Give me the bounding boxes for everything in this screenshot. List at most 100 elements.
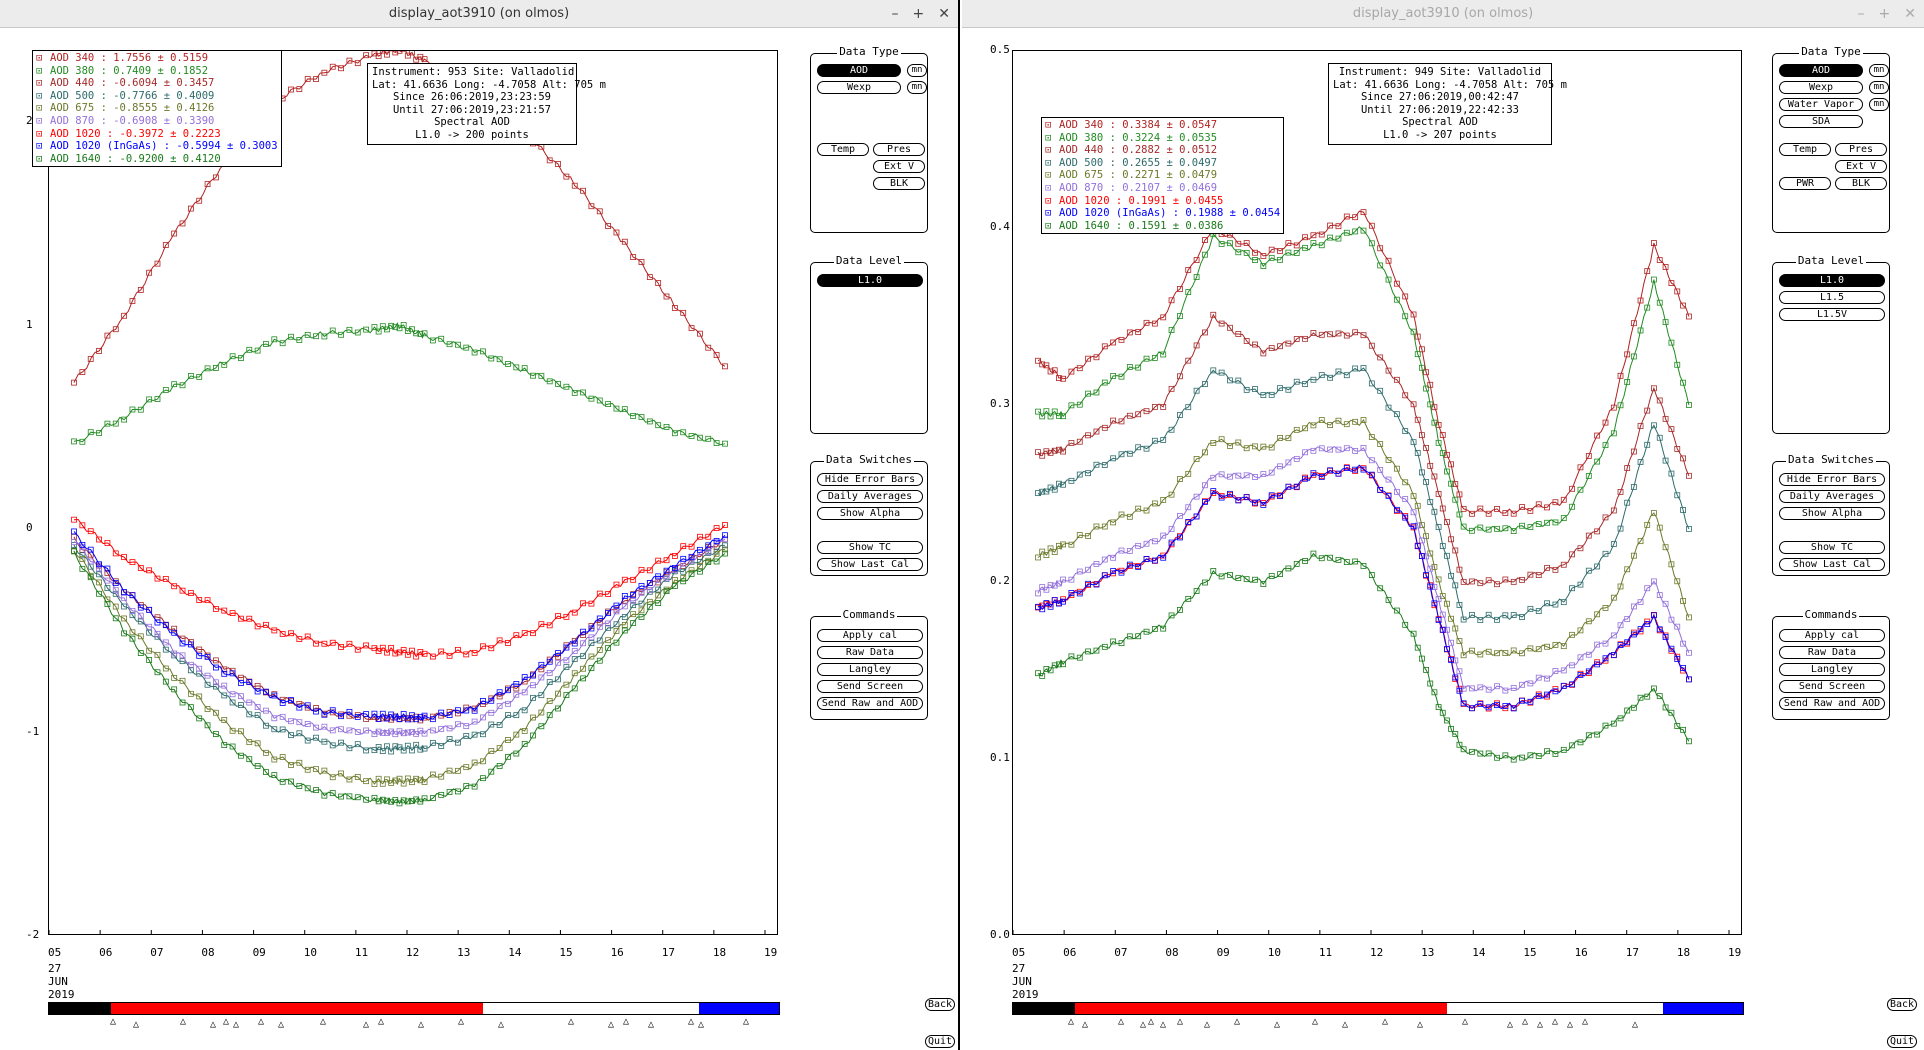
legend-entry: ⊡ AOD 1020 (InGaAs) : -0.5994 ± 0.3003 [36, 140, 278, 153]
close-icon[interactable]: ✕ [1904, 6, 1916, 22]
data-point [1277, 343, 1283, 350]
data-point [1414, 522, 1421, 529]
commands-button[interactable]: Langley [817, 663, 923, 676]
data-point [1060, 541, 1066, 548]
data-point [1126, 364, 1133, 370]
back-button[interactable]: Back [1887, 998, 1917, 1011]
back-button[interactable]: Back [925, 998, 955, 1011]
data-point [1252, 474, 1258, 480]
legend-label: AOD 870 : 0.2107 ± 0.0469 [1059, 181, 1218, 194]
data-type-button[interactable]: AOD [1779, 64, 1863, 77]
data-point [1460, 616, 1467, 623]
right-plot-area[interactable] [1012, 50, 1742, 935]
maximize-icon[interactable]: + [912, 6, 925, 22]
data-switches-button[interactable]: Hide Error Bars [817, 473, 923, 486]
minimize-icon[interactable]: – [1857, 6, 1865, 22]
commands-button[interactable]: Langley [1779, 663, 1885, 676]
data-point [1610, 404, 1617, 411]
data-switches-button[interactable]: Daily Averages [817, 490, 923, 503]
data-level-button[interactable]: L1.0 [817, 274, 923, 287]
data-type-button[interactable]: Temp [817, 143, 869, 156]
data-point [1343, 465, 1350, 472]
data-point [1126, 329, 1133, 336]
data-point [429, 795, 436, 801]
data-point [1110, 554, 1117, 561]
data-point [1686, 738, 1692, 745]
commands-button[interactable]: Send Raw and AOD [1779, 697, 1885, 710]
data-switches-button[interactable]: Show Last Cal [1779, 558, 1885, 571]
quit-button[interactable]: Quit [925, 1035, 955, 1048]
data-point [121, 630, 128, 637]
data-point [129, 629, 136, 636]
commands-button[interactable]: Raw Data [817, 646, 923, 659]
data-switches-button[interactable]: Show Alpha [817, 507, 923, 520]
data-point [354, 741, 361, 748]
data-point [1143, 556, 1150, 562]
legend-entry: ⊡ AOD 1020 : 0.1991 ± 0.0455 [1045, 195, 1280, 208]
data-point [438, 709, 445, 716]
data-point [463, 723, 470, 730]
y-tick-label: 0.4 [990, 220, 1010, 233]
data-point [1431, 564, 1438, 570]
data-point [371, 324, 378, 330]
data-type-button[interactable]: Pres [873, 143, 925, 156]
minimize-icon[interactable]: – [891, 6, 899, 22]
data-point [363, 711, 370, 718]
data-point [196, 597, 203, 603]
data-point [404, 798, 411, 805]
data-point [446, 712, 453, 718]
x-tick-label: 16 [610, 946, 624, 959]
commands-button[interactable]: Send Screen [1779, 680, 1885, 693]
left-plot-area[interactable] [48, 50, 778, 935]
maximize-icon[interactable]: + [1878, 6, 1891, 22]
data-point [446, 789, 453, 795]
data-type-button[interactable]: AOD [817, 64, 901, 77]
commands-button[interactable]: Apply cal [817, 629, 923, 642]
data-type-button[interactable]: BLK [873, 177, 925, 190]
series-line [73, 531, 726, 722]
mn-toggle-button[interactable]: mn [907, 81, 927, 94]
data-switches-button[interactable]: Show TC [1779, 541, 1885, 554]
data-type-button[interactable]: BLK [1835, 177, 1887, 190]
commands-button[interactable]: Apply cal [1779, 629, 1885, 642]
data-level-button[interactable]: L1.0 [1779, 274, 1885, 287]
data-level-button[interactable]: L1.5V [1779, 308, 1885, 321]
data-type-button[interactable]: Water Vapor [1779, 98, 1863, 111]
data-switches-button[interactable]: Hide Error Bars [1779, 473, 1885, 486]
data-switches-button[interactable]: Show TC [817, 541, 923, 554]
close-icon[interactable]: ✕ [938, 6, 950, 22]
data-point [71, 438, 77, 445]
data-point [329, 727, 336, 734]
data-type-button[interactable]: Temp [1779, 143, 1831, 156]
data-point [1402, 428, 1409, 435]
mn-toggle-button[interactable]: mn [1869, 64, 1889, 77]
data-point [663, 588, 670, 594]
data-switches-button[interactable]: Show Alpha [1779, 507, 1885, 520]
data-type-button[interactable]: Wexp [1779, 81, 1863, 94]
data-point [1168, 526, 1175, 533]
data-type-button[interactable]: Ext V [1835, 160, 1887, 173]
data-point [1318, 445, 1325, 452]
data-level-button[interactable]: L1.5 [1779, 291, 1885, 304]
commands-button[interactable]: Send Screen [817, 680, 923, 693]
x-tick-label: 08 [201, 946, 215, 959]
data-type-button[interactable]: Pres [1835, 143, 1887, 156]
mn-toggle-button[interactable]: mn [907, 64, 927, 77]
right-title-bar[interactable]: display_aot3910 (on olmos) – + ✕ [962, 0, 1924, 28]
data-type-button[interactable]: Wexp [817, 81, 901, 94]
data-point [254, 763, 261, 769]
mn-toggle-button[interactable]: mn [1869, 98, 1889, 111]
left-title-bar[interactable]: display_aot3910 (on olmos) – + ✕ [0, 0, 958, 28]
legend-entry: ⊡ AOD 1640 : -0.9200 ± 0.4120 [36, 153, 278, 166]
data-type-button[interactable]: SDA [1779, 115, 1863, 128]
data-type-button[interactable]: Ext V [873, 160, 925, 173]
data-type-button[interactable]: PWR [1779, 177, 1831, 190]
data-point [1151, 557, 1158, 564]
data-point [1110, 417, 1117, 424]
commands-button[interactable]: Raw Data [1779, 646, 1885, 659]
commands-button[interactable]: Send Raw and AOD [817, 697, 923, 710]
data-switches-button[interactable]: Show Last Cal [817, 558, 923, 571]
data-switches-button[interactable]: Daily Averages [1779, 490, 1885, 503]
quit-button[interactable]: Quit [1887, 1035, 1917, 1048]
mn-toggle-button[interactable]: mn [1869, 81, 1889, 94]
